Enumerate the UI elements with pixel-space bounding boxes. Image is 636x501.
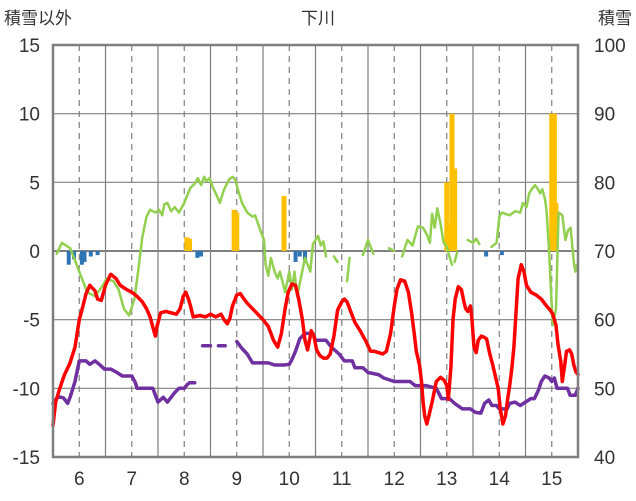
right-tick-label: 90 xyxy=(594,105,615,126)
green-line-7 xyxy=(466,237,481,246)
x-tick-label: 7 xyxy=(126,469,137,490)
blue-bar-8 xyxy=(293,251,298,262)
left-tick-label: -15 xyxy=(13,448,40,469)
yellow-bar-series xyxy=(184,113,559,252)
left-tick-label: 0 xyxy=(29,242,40,263)
green-line-8 xyxy=(490,183,579,327)
blue-bar-9 xyxy=(297,251,302,257)
x-tick-label: 11 xyxy=(332,469,352,490)
right-tick-label: 70 xyxy=(594,242,615,263)
yellow-bar-11 xyxy=(551,113,557,252)
yellow-bar-4 xyxy=(281,196,287,251)
blue-bar-3 xyxy=(82,251,87,262)
purple-line-0 xyxy=(51,359,197,406)
right-tick-label: 40 xyxy=(594,448,615,469)
green-line-5 xyxy=(400,207,454,266)
green-line-4 xyxy=(387,247,396,253)
plot-frame xyxy=(51,43,580,459)
purple-line-3 xyxy=(235,331,580,415)
right-tick-label: 50 xyxy=(594,379,615,400)
left-tick-label: 10 xyxy=(19,105,40,126)
left-tick-label: 15 xyxy=(19,36,40,57)
chart-title: 下川 xyxy=(301,9,335,29)
right-tick-label: 80 xyxy=(594,173,615,194)
left-axis-label: 積雪以外 xyxy=(4,9,72,29)
blue-bar-0 xyxy=(66,251,71,265)
left-tick-label: 5 xyxy=(29,173,40,194)
line-series xyxy=(51,175,580,428)
yellow-bar-7 xyxy=(449,113,455,252)
blue-bar-7 xyxy=(199,251,204,257)
right-tick-label: 60 xyxy=(594,311,615,332)
yellow-bar-3 xyxy=(234,212,240,251)
green-line-3 xyxy=(361,238,375,257)
right-tick-label: 100 xyxy=(594,36,626,57)
yellow-bar-2 xyxy=(231,209,237,251)
yellow-bar-8 xyxy=(452,168,458,251)
yellow-bar-10 xyxy=(549,113,555,252)
left-tick-label: -5 xyxy=(23,311,40,332)
green-line-0 xyxy=(55,175,328,317)
green-line-1 xyxy=(332,255,339,264)
green-line-2 xyxy=(345,256,351,283)
x-tick-label: 12 xyxy=(384,469,405,490)
x-tick-label: 9 xyxy=(231,469,242,490)
blue-bar-4 xyxy=(88,251,93,257)
yellow-bar-1 xyxy=(187,238,192,251)
left-tick-label: -10 xyxy=(13,379,40,400)
right-axis-ticks: 100 90 80 70 60 50 40 xyxy=(594,36,626,469)
x-tick-label: 13 xyxy=(436,469,457,490)
right-axis-label: 積雪 xyxy=(598,9,632,29)
blue-bar-6 xyxy=(195,251,200,258)
left-axis-ticks: 15 10 5 0 -5 -10 -15 xyxy=(13,36,40,469)
x-tick-label: 8 xyxy=(179,469,190,490)
x-tick-label: 6 xyxy=(74,469,85,490)
x-axis-ticks: 6 7 8 9 10 11 12 13 14 15 xyxy=(74,469,562,490)
yellow-bar-0 xyxy=(184,237,190,251)
blue-bar-10 xyxy=(303,251,307,261)
red-line xyxy=(51,262,580,428)
blue-bar-5 xyxy=(95,251,100,256)
yellow-bar-12 xyxy=(553,202,559,251)
x-tick-label: 10 xyxy=(279,469,300,490)
yellow-bar-5 xyxy=(444,182,450,251)
x-tick-label: 14 xyxy=(489,469,511,490)
x-tick-label: 15 xyxy=(541,469,562,490)
blue-bar-11 xyxy=(484,251,489,257)
blue-bar-2 xyxy=(79,251,84,265)
green-line-6 xyxy=(453,251,459,264)
blue-bar-12 xyxy=(499,251,504,256)
